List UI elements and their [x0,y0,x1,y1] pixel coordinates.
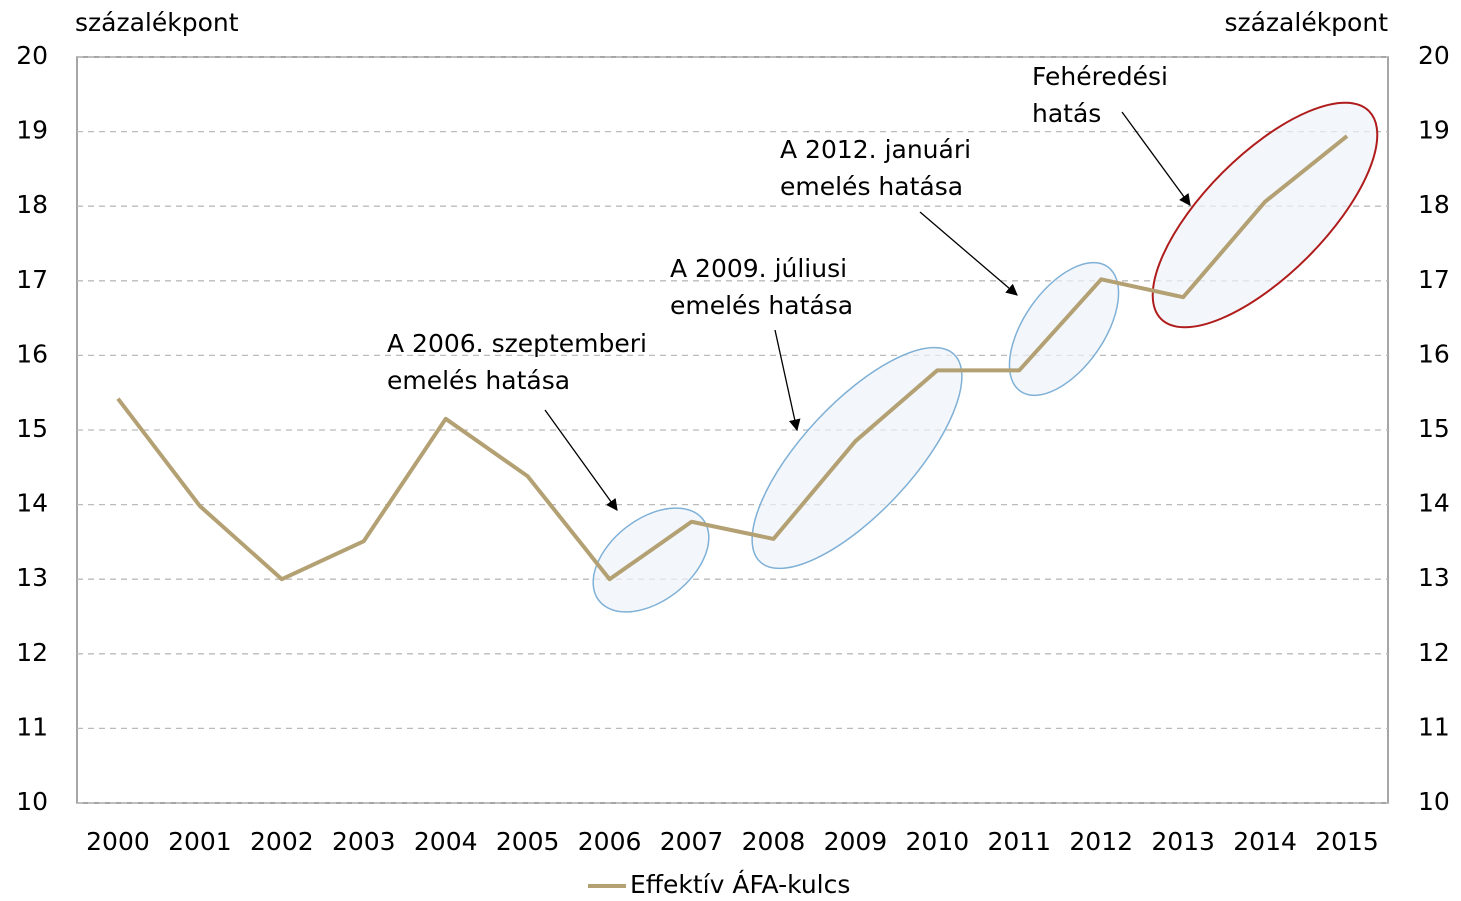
x-tick-label: 2002 [250,827,314,856]
annotation: emelés hatása [670,291,853,320]
x-tick-label: 2011 [987,827,1051,856]
y2-tick-label: 18 [1418,190,1450,219]
arrow [774,329,801,432]
y2-tick-label: 11 [1418,712,1450,741]
y2-tick-label: 12 [1418,638,1450,667]
y-tick-label: 14 [16,489,48,518]
annotation: hatás [1032,99,1101,128]
x-tick-label: 2000 [86,827,150,856]
x-tick-label: 2001 [168,827,232,856]
x-tick-label: 2008 [742,827,806,856]
y-tick-label: 17 [16,265,48,294]
annotation: emelés hatása [780,172,963,201]
x-tick-label: 2005 [496,827,560,856]
y2-tick-label: 17 [1418,265,1450,294]
arrow [1121,111,1191,206]
data-line [116,134,1349,582]
arrow [544,409,618,511]
x-tick-label: 2003 [332,827,396,856]
highlight-ellipse [1008,261,1120,397]
arrows [544,111,1191,511]
y2-tick-label: 19 [1418,116,1450,145]
y-tick-label: 12 [16,638,48,667]
y2-tick-label: 15 [1418,414,1450,443]
y2-tick-label: 20 [1418,41,1450,70]
annotation: A 2009. júliusi [670,254,847,283]
y-tick-label: 20 [16,41,48,70]
x-tick-label: 2004 [414,827,478,856]
highlight-ellipse [751,346,963,570]
y-tick-label: 18 [16,190,48,219]
annotation: A 2006. szeptemberi [387,329,647,358]
annotation: Fehéredési [1032,62,1168,91]
y2-tick-label: 13 [1418,563,1450,592]
x-tick-label: 2015 [1315,827,1379,856]
y-tick-label: 15 [16,414,48,443]
y-axis-label: százalékpont [75,8,239,37]
y-tick-label: 10 [16,787,48,816]
x-tick-label: 2014 [1233,827,1297,856]
arrow [919,211,1018,296]
legend-label: Effektív ÁFA-kulcs [630,870,850,899]
highlights [592,101,1379,613]
y2-tick-label: 16 [1418,339,1450,368]
y2-axis-label: százalékpont [1224,8,1388,37]
x-tick-label: 2007 [660,827,724,856]
y-tick-label: 19 [16,116,48,145]
annotation: A 2012. januári [780,135,971,164]
y-tick-label: 13 [16,563,48,592]
y2-tick-label: 10 [1418,787,1450,816]
x-tick-label: 2006 [578,827,642,856]
x-tick-label: 2010 [906,827,970,856]
highlight-ellipse [592,507,710,613]
y-tick-label: 16 [16,339,48,368]
y-tick-label: 11 [16,712,48,741]
x-tick-label: 2013 [1151,827,1215,856]
highlight-ellipse [1151,101,1379,329]
x-tick-label: 2009 [824,827,888,856]
annotation: emelés hatása [387,366,570,395]
y2-tick-label: 14 [1418,489,1450,518]
x-tick-label: 2012 [1069,827,1133,856]
